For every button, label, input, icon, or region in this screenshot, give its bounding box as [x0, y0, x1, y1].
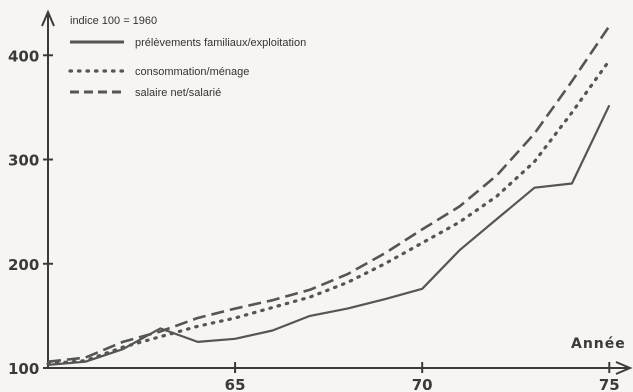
series-line-solid [47, 104, 611, 366]
y-tick-label-400: 400 [8, 47, 39, 65]
series-layer [46, 25, 611, 366]
x-axis-title: Année [571, 336, 626, 352]
series-line-dotted [46, 58, 611, 366]
ticks: 65 70 75 100 200 300 400 [8, 47, 620, 392]
legend: indice 100 = 1960 prélèvements familiaux… [68, 15, 306, 99]
y-tick-label-300: 300 [8, 152, 39, 170]
legend-entry-consommation: consommation/ménage [135, 66, 249, 78]
y-tick-label-100: 100 [8, 360, 39, 378]
y-axis-arrow [41, 9, 55, 27]
x-tick-label-75: 75 [599, 376, 620, 392]
legend-title: indice 100 = 1960 [70, 15, 157, 27]
legend-entry-salaire: salaire net/salarié [135, 87, 221, 99]
axes [41, 9, 633, 375]
series-line-dashed [47, 25, 611, 363]
x-tick-label-65: 65 [225, 376, 246, 392]
legend-entry-prelevements: prélèvements familiaux/exploitation [135, 37, 306, 49]
x-tick-label-70: 70 [412, 376, 433, 392]
x-axis-arrow [615, 361, 633, 375]
y-tick-label-200: 200 [8, 256, 39, 274]
